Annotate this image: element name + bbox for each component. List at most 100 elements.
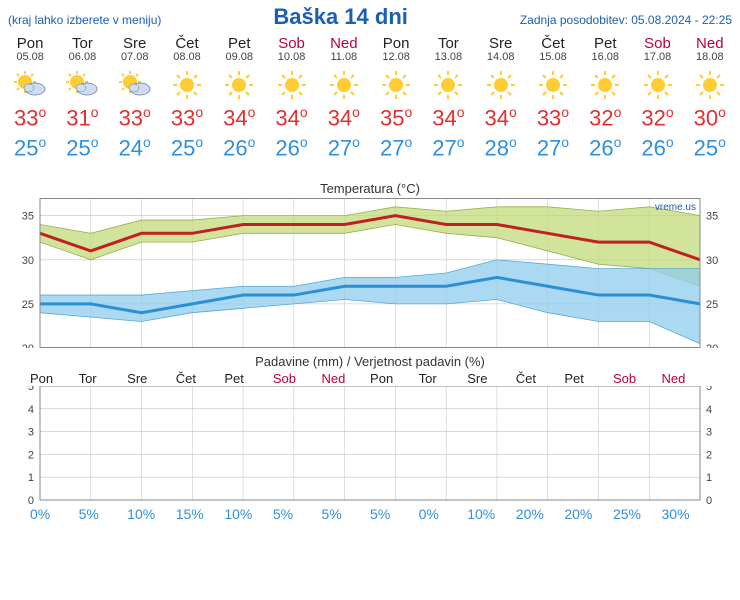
svg-text:1: 1 <box>706 472 712 484</box>
svg-text:2: 2 <box>28 449 34 461</box>
day-date: 07.08 <box>109 51 161 63</box>
precip-probability: 10% <box>127 506 176 522</box>
temp-chart-title: Temperatura (°C) <box>0 181 740 196</box>
precip-day-label: Pon <box>30 371 79 386</box>
svg-text:35: 35 <box>706 210 718 222</box>
temp-high: 34o <box>475 103 527 133</box>
precipitation-chart: 001122334455 <box>10 386 730 506</box>
weather-icon <box>631 69 683 101</box>
temp-high: 33o <box>161 103 213 133</box>
temp-high: 34o <box>422 103 474 133</box>
precip-probability: 15% <box>176 506 225 522</box>
precip-chart-title: Padavine (mm) / Verjetnost padavin (%) <box>0 354 740 369</box>
precip-probability: 10% <box>224 506 273 522</box>
svg-text:3: 3 <box>706 426 712 438</box>
weather-icon <box>109 69 161 101</box>
temp-high: 33o <box>4 103 56 133</box>
svg-text:30: 30 <box>706 255 718 267</box>
day-column: Sob10.08 34o26o <box>265 34 317 163</box>
last-updated: Zadnja posodobitev: 05.08.2024 - 22:25 <box>520 13 732 27</box>
day-date: 13.08 <box>422 51 474 63</box>
temp-high: 33o <box>527 103 579 133</box>
svg-text:20: 20 <box>706 343 718 348</box>
day-name: Sob <box>265 34 317 51</box>
svg-text:1: 1 <box>28 472 34 484</box>
temp-low: 27o <box>527 133 579 163</box>
day-name: Sre <box>109 34 161 51</box>
svg-text:2: 2 <box>706 449 712 461</box>
day-column: Pon05.0833o25o <box>4 34 56 163</box>
header: (kraj lahko izberete v meniju) Baška 14 … <box>0 0 740 32</box>
page-title: Baška 14 dni <box>161 4 519 30</box>
precip-probability: 5% <box>370 506 419 522</box>
svg-text:25: 25 <box>706 299 718 311</box>
day-date: 10.08 <box>265 51 317 63</box>
temp-high: 33o <box>109 103 161 133</box>
svg-text:30: 30 <box>22 255 34 267</box>
weather-icon <box>56 69 108 101</box>
svg-text:4: 4 <box>706 404 712 416</box>
temp-low: 25o <box>161 133 213 163</box>
day-column: Ned18.0830o25o <box>684 34 736 163</box>
svg-text:4: 4 <box>28 404 34 416</box>
day-column: Čet15.0833o27o <box>527 34 579 163</box>
day-name: Ned <box>318 34 370 51</box>
precip-day-label: Sob <box>613 371 662 386</box>
day-column: Sre14.0834o28o <box>475 34 527 163</box>
temp-high: 32o <box>631 103 683 133</box>
svg-text:5: 5 <box>28 386 34 393</box>
day-date: 06.08 <box>56 51 108 63</box>
weather-icon <box>527 69 579 101</box>
temp-low: 26o <box>265 133 317 163</box>
precip-day-label: Tor <box>419 371 468 386</box>
precip-day-label: Sob <box>273 371 322 386</box>
temp-low: 25o <box>4 133 56 163</box>
precip-day-label: Sre <box>467 371 516 386</box>
temp-low: 27o <box>370 133 422 163</box>
precip-day-label: Ned <box>321 371 370 386</box>
day-column: Pet16.0832o26o <box>579 34 631 163</box>
precip-day-label: Tor <box>79 371 128 386</box>
precip-probability: 10% <box>467 506 516 522</box>
day-date: 08.08 <box>161 51 213 63</box>
precip-pct-row: 0%5%10%15%10%5%5%5%0%10%20%20%25%30% <box>0 506 740 526</box>
temp-high: 34o <box>265 103 317 133</box>
temp-low: 26o <box>579 133 631 163</box>
svg-text:vreme.us: vreme.us <box>655 202 696 213</box>
weather-icon <box>370 69 422 101</box>
precip-probability: 20% <box>564 506 613 522</box>
day-column: Tor06.0831o25o <box>56 34 108 163</box>
day-name: Ned <box>684 34 736 51</box>
day-name: Pon <box>370 34 422 51</box>
weather-icon <box>265 69 317 101</box>
precip-probability: 0% <box>30 506 79 522</box>
precipitation-section: Padavine (mm) / Verjetnost padavin (%) P… <box>0 354 740 526</box>
day-name: Pet <box>579 34 631 51</box>
temp-high: 34o <box>318 103 370 133</box>
precip-day-label: Čet <box>176 371 225 386</box>
svg-text:25: 25 <box>22 299 34 311</box>
weather-icon <box>161 69 213 101</box>
precip-probability: 25% <box>613 506 662 522</box>
svg-text:20: 20 <box>22 343 34 348</box>
precip-day-label: Sre <box>127 371 176 386</box>
temp-low: 27o <box>318 133 370 163</box>
menu-note[interactable]: (kraj lahko izberete v meniju) <box>8 13 161 27</box>
day-column: Pon12.0835o27o <box>370 34 422 163</box>
day-name: Pon <box>4 34 56 51</box>
day-name: Čet <box>161 34 213 51</box>
day-column: Tor13.0834o27o <box>422 34 474 163</box>
temp-low: 26o <box>631 133 683 163</box>
svg-text:0: 0 <box>706 495 712 506</box>
svg-text:5: 5 <box>706 386 712 393</box>
weather-icon <box>475 69 527 101</box>
day-date: 12.08 <box>370 51 422 63</box>
day-name: Tor <box>56 34 108 51</box>
temp-low: 25o <box>684 133 736 163</box>
temp-low: 26o <box>213 133 265 163</box>
day-date: 15.08 <box>527 51 579 63</box>
forecast-row: Pon05.0833o25oTor06.0831o25oSre07.0833o2… <box>0 32 740 167</box>
day-date: 16.08 <box>579 51 631 63</box>
day-name: Sre <box>475 34 527 51</box>
temp-low: 27o <box>422 133 474 163</box>
